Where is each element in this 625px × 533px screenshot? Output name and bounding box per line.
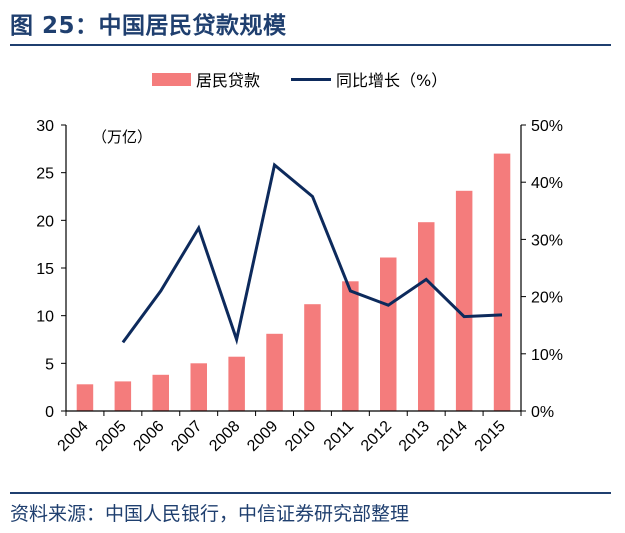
x-tick-label-2006: 2006 — [130, 418, 167, 455]
x-tick-label-2005: 2005 — [93, 418, 130, 455]
bar-2008 — [228, 356, 245, 411]
legend-label-bar: 居民贷款 — [196, 71, 260, 90]
left-tick-label-25: 25 — [36, 166, 54, 183]
unit-label: （万亿） — [92, 128, 152, 146]
right-tick-label-20%: 20% — [531, 290, 563, 307]
right-tick-label-30%: 30% — [531, 232, 563, 249]
bar-2013 — [418, 222, 435, 411]
bar-2014 — [455, 190, 473, 411]
bar-2006 — [152, 374, 169, 411]
x-tick-label-2014: 2014 — [434, 418, 471, 455]
left-tick-label-20: 20 — [36, 213, 54, 230]
bar-2011 — [342, 281, 359, 411]
left-tick-label-30: 30 — [36, 118, 54, 135]
bar-2004 — [76, 384, 94, 411]
x-tick-label-2008: 2008 — [206, 418, 243, 455]
x-tick-label-2007: 2007 — [168, 418, 205, 455]
legend-label-line: 同比增长（%） — [336, 71, 447, 90]
bar-2015 — [493, 153, 511, 411]
left-tick-label-0: 0 — [45, 404, 54, 421]
x-tick-label-2015: 2015 — [472, 418, 509, 455]
source-note: 资料来源：中国人民银行，中信证券研究部整理 — [10, 503, 410, 525]
right-tick-label-50%: 50% — [531, 118, 563, 135]
title-divider — [10, 44, 611, 46]
bar-2007 — [190, 363, 207, 411]
footer-divider — [10, 492, 611, 494]
page-title: 图 25：中国居民贷款规模 — [10, 13, 287, 39]
right-tick-label-0%: 0% — [531, 404, 554, 421]
bar-2010 — [304, 304, 321, 411]
right-tick-label-10%: 10% — [531, 347, 563, 364]
right-tick-label-40%: 40% — [531, 175, 563, 192]
x-tick-label-2009: 2009 — [244, 418, 281, 455]
x-tick-label-2013: 2013 — [396, 418, 433, 455]
left-tick-label-15: 15 — [36, 261, 54, 278]
x-tick-label-2010: 2010 — [282, 418, 319, 455]
bar-2012 — [380, 257, 397, 411]
left-tick-label-10: 10 — [36, 309, 54, 326]
bar-2005 — [114, 381, 132, 411]
x-tick-label-2011: 2011 — [321, 418, 357, 454]
x-tick-label-2004: 2004 — [55, 418, 92, 455]
legend-swatch-bar — [152, 73, 191, 86]
left-tick-label-5: 5 — [45, 356, 54, 373]
x-tick-label-2012: 2012 — [358, 418, 395, 455]
bar-2009 — [266, 333, 283, 411]
